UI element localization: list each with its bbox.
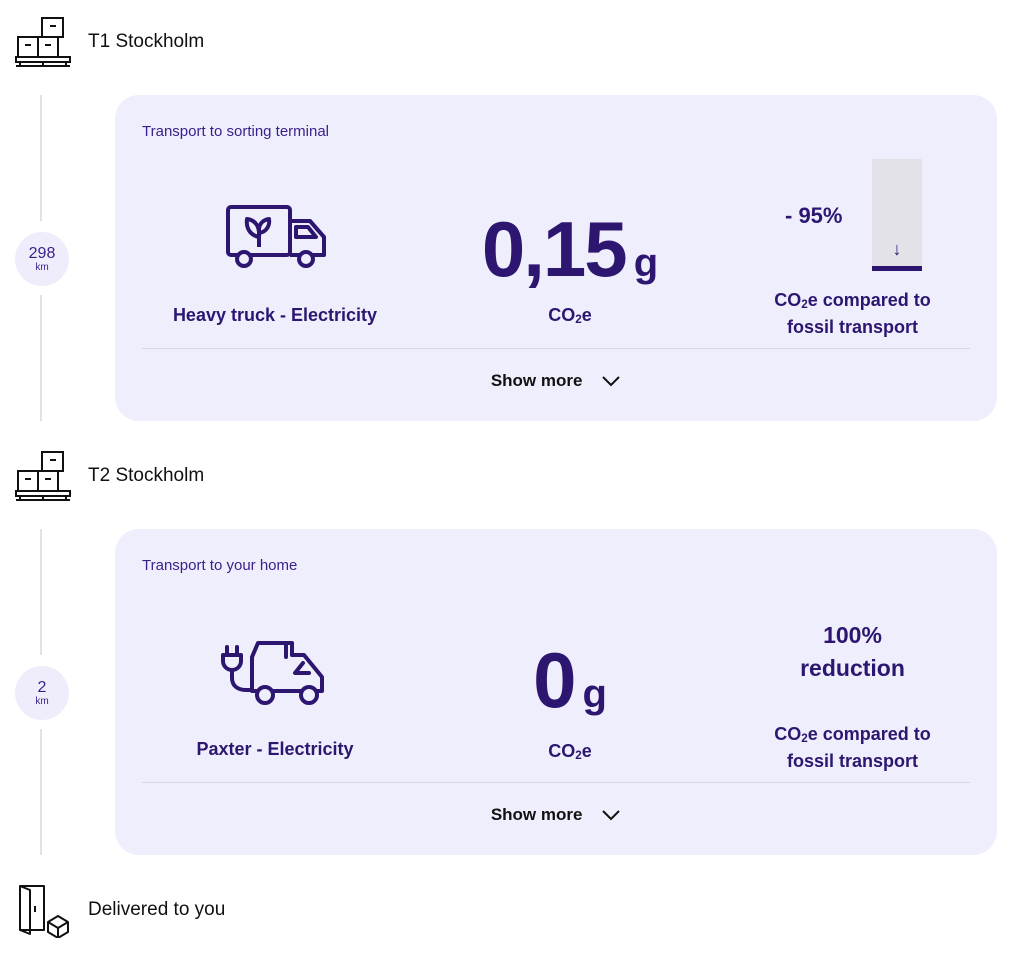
mode-label: Paxter - Electricity (196, 739, 354, 759)
warehouse-boxes-icon (14, 14, 72, 70)
timeline-line (40, 729, 42, 855)
door-package-icon (14, 882, 72, 938)
reduction-bar-background (872, 159, 922, 266)
stop-t2: T2 Stockholm (14, 448, 204, 504)
mode-column: Heavy truck - Electricity (155, 203, 395, 326)
timeline-line (40, 295, 42, 421)
timeline-line (40, 95, 42, 221)
emission-label: CO2e (548, 305, 592, 326)
reduction-value: - 95% (785, 203, 843, 228)
show-more-button[interactable]: Show more (115, 371, 997, 392)
emission-value: 0 (533, 636, 576, 724)
distance-badge: 2 km (15, 666, 69, 720)
electric-paxter-plug-icon (155, 639, 395, 707)
stop-label: T1 Stockholm (88, 31, 205, 52)
stop-t1: T1 Stockholm (14, 14, 204, 70)
emission-unit: g (582, 672, 607, 716)
show-more-button[interactable]: Show more (115, 805, 997, 826)
emission-value: 0,15 (481, 205, 628, 293)
distance-badge: 298 km (15, 232, 69, 286)
leg-title: Transport to sorting terminal (142, 123, 330, 140)
comparison-text: CO2e compared to fossil transport (774, 724, 931, 771)
divider (142, 782, 970, 783)
chevron-down-icon (601, 372, 621, 392)
emission-label: CO2e (548, 741, 592, 762)
mode-column: Paxter - Electricity (155, 639, 395, 760)
stop-label: T2 Stockholm (88, 465, 205, 486)
stop-delivered: Delivered to you (14, 882, 225, 938)
reduction-bar: ↓ (872, 159, 922, 271)
leg-card-home: Transport to your home Paxter - Electric… (115, 529, 997, 855)
mode-label: Heavy truck - Electricity (172, 305, 378, 325)
warehouse-boxes-icon (14, 448, 72, 504)
emission-unit: g (633, 241, 659, 285)
leg-title: Transport to your home (142, 557, 298, 574)
stop-label: Delivered to you (88, 899, 226, 920)
emission-column: 0,15 g CO2e (445, 210, 695, 326)
leg-card-sorting-terminal: Transport to sorting terminal Heavy truc… (115, 95, 997, 421)
divider (142, 348, 970, 349)
comparison-text: CO2e compared to fossil transport (774, 290, 931, 337)
timeline-line (40, 529, 42, 655)
chevron-down-icon (601, 806, 621, 826)
reduction-value: 100% reduction (800, 622, 905, 681)
arrow-down-icon: ↓ (892, 239, 902, 259)
electric-truck-leaf-icon (155, 203, 395, 273)
reduction-bar-fill (872, 266, 922, 271)
